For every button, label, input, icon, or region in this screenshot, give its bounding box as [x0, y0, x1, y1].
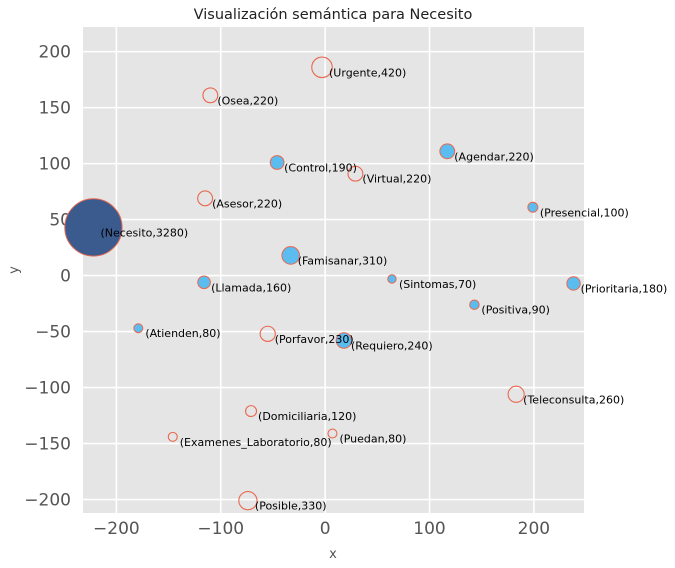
scatter-point	[259, 325, 276, 342]
point-label: (Urgente,420)	[329, 66, 406, 79]
point-label: (Asesor,220)	[212, 197, 282, 210]
point-label: (Llamada,160)	[211, 281, 291, 294]
scatter-point	[202, 87, 219, 104]
x-tick-label: 200	[518, 519, 550, 539]
scatter-point	[507, 385, 525, 403]
y-tick-label: −50	[35, 323, 71, 343]
point-label: (Requiero,240)	[351, 340, 433, 353]
y-tick-label: 0	[60, 267, 71, 287]
point-label: (Posible,330)	[255, 500, 327, 513]
x-tick-label: 0	[320, 519, 331, 539]
x-tick-label: −100	[197, 519, 244, 539]
point-label: (Porfavor,230)	[275, 333, 354, 346]
y-tick-label: −200	[24, 491, 71, 511]
scatter-point	[527, 201, 539, 213]
point-label: (Necesito,3280)	[100, 226, 188, 239]
y-tick-label: 100	[39, 155, 71, 175]
scatter-point	[245, 405, 258, 418]
scatter-point	[335, 332, 353, 349]
scatter-point	[347, 165, 364, 182]
point-label: (Atienden,80)	[145, 327, 220, 340]
plot-background	[83, 27, 584, 513]
scatter-point	[311, 56, 333, 79]
scatter-point	[566, 276, 581, 291]
x-tick-label: −200	[93, 519, 140, 539]
tick-labels: −200 −100 0 100 200−200−150−100−500501001502…	[24, 43, 550, 539]
scatter-point	[133, 323, 144, 334]
x-tick-label: 100	[413, 519, 445, 539]
scatter-point	[197, 190, 214, 207]
scatter-point	[387, 274, 397, 284]
y-tick-label: 150	[39, 99, 71, 119]
scatter-point	[167, 431, 178, 442]
point-label: (Positiva,90)	[481, 304, 549, 317]
scatter-point	[269, 155, 285, 170]
point-label: (Teleconsulta,260)	[523, 393, 624, 406]
scatter-point	[327, 428, 338, 439]
y-tick-label: 200	[39, 43, 71, 63]
y-tick-label: −100	[24, 379, 71, 399]
point-label: (Prioritaria,180)	[581, 282, 668, 295]
data-points	[64, 56, 581, 511]
scatter-point	[238, 491, 258, 511]
chart-title: Visualización semántica para Necesito	[194, 7, 473, 23]
point-label: (Presencial,100)	[540, 206, 629, 219]
scatter-point	[64, 198, 123, 257]
point-label: (Domiciliaria,120)	[258, 410, 356, 423]
x-axis-label: x	[329, 547, 337, 562]
point-label: (Virtual,220)	[362, 173, 431, 186]
point-label: (Sintomas,70)	[399, 278, 476, 291]
scatter-point	[197, 275, 211, 290]
point-label: (Examenes_Laboratorio,80)	[180, 436, 332, 449]
point-label: (Control,190)	[284, 161, 357, 174]
point-label: (Osea,220)	[217, 94, 278, 107]
scatter-point	[281, 246, 301, 265]
point-labels: (Necesito,3280) (Urgente,420) (Osea,220) (A…	[100, 66, 667, 512]
scatter-point	[439, 143, 456, 160]
scatter-point	[469, 299, 480, 310]
point-label: (Famisanar,310)	[298, 254, 388, 267]
y-axis-label: y	[7, 266, 22, 274]
y-tick-label: −150	[24, 435, 71, 455]
point-label: (Puedan,80)	[339, 432, 406, 445]
point-label: (Agendar,220)	[454, 150, 534, 163]
grid-lines	[83, 27, 584, 513]
